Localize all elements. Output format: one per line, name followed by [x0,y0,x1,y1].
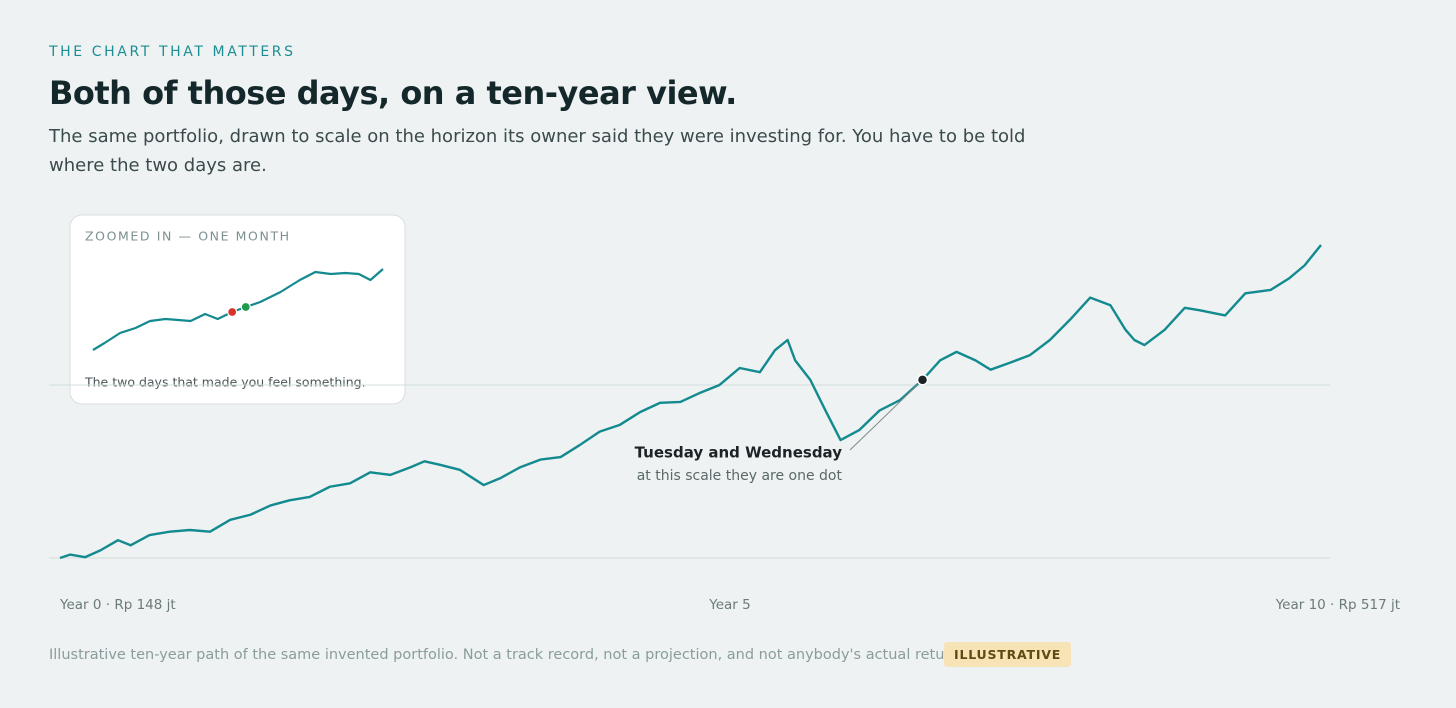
inset-caption: The two days that made you feel somethin… [84,375,366,390]
x-tick-label: Year 5 [708,597,750,613]
badge: ILLUSTRATIVE [944,642,1072,667]
annotation-dot [916,374,929,386]
day-marker [240,301,251,313]
title: Both of those days, on a ten-year view. [49,74,737,112]
x-tick-label: Year 10 · Rp 517 jt [1275,597,1400,613]
annotation-title: Tuesday and Wednesday [635,444,843,462]
day-marker [227,306,238,318]
line-series [92,268,384,351]
subtitle: The same portfolio, drawn to scale on th… [49,126,1026,176]
line-series [59,244,1322,560]
x-tick-label: Year 0 · Rp 148 jt [59,597,176,613]
inset-title: ZOOMED IN — ONE MONTH [85,229,291,244]
eyebrow: THE CHART THAT MATTERS [49,44,296,60]
annotation-leader [849,383,919,451]
annotation-text: at this scale they are one dot [637,468,843,484]
footnote: Illustrative ten-year path of the same i… [49,647,972,663]
